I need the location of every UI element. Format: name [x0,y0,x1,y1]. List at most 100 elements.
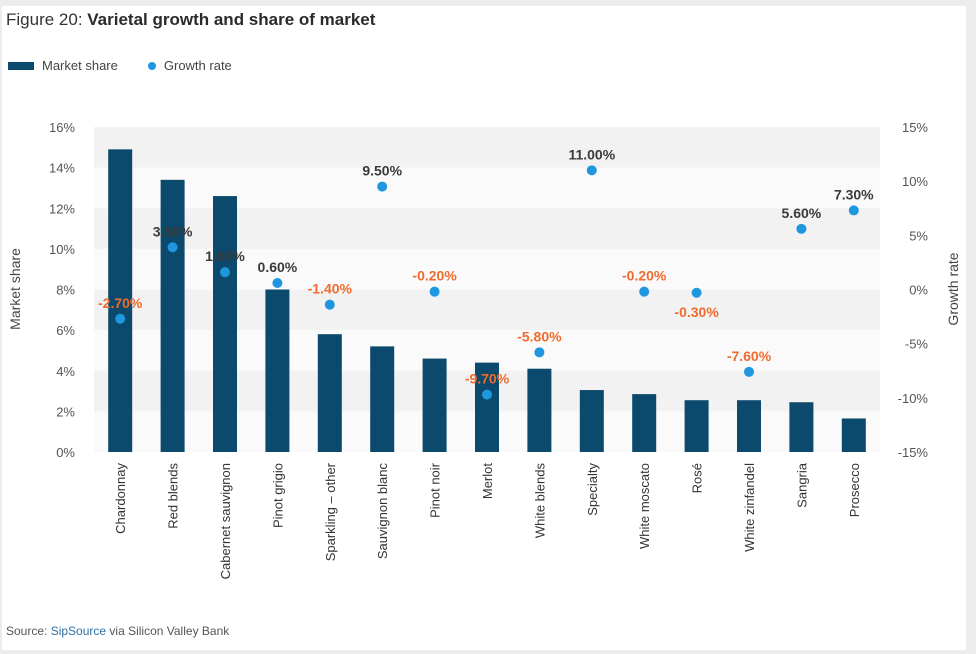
legend-bar-swatch [8,61,34,70]
category-label: White zinfandel [742,463,757,552]
growth-labels: -2.70% 3.90% 1.60% 0.60% -1.40% 9.50% -0.20% -9… [98,146,874,386]
growth-data-label: 5.60% [782,205,822,221]
growth-data-label: 0.60% [258,259,298,275]
growth-dot [639,286,650,297]
category-label: Cabernet sauvignon [218,463,233,579]
right-axis-ticks: -15% -10% -5% 0% 5% 10% 15% [898,120,929,460]
grid-band [94,208,880,249]
left-axis-title: Market share [7,248,23,330]
growth-dot [482,389,492,400]
left-tick-label: 6% [56,323,75,338]
right-tick-label: 10% [902,174,928,189]
growth-dot [377,181,388,192]
growth-data-label: -2.70% [98,295,143,311]
bar-market-share [370,346,395,452]
bar-market-share [213,196,237,452]
growth-dot [167,242,178,253]
bar-market-share [579,390,604,452]
bar-market-share [684,400,709,452]
bar-market-share [265,289,290,452]
left-tick-label: 2% [56,404,75,419]
legend-growth-rate: Growth rate [163,58,232,73]
growth-data-label: -0.20% [622,268,667,284]
legend-market-share: Market share [42,58,118,73]
growth-data-label: 9.50% [362,163,402,179]
right-tick-label: 5% [909,228,928,243]
growth-dot [796,223,807,234]
growth-dot [534,347,545,358]
category-label: Sauvignon blanc [375,463,390,560]
category-label: Chardonnay [113,463,128,534]
right-tick-label: -10% [898,391,929,406]
category-label: Red blends [166,463,181,529]
growth-dots [115,165,859,400]
bar-market-share [317,334,342,452]
growth-dot [691,287,702,298]
left-tick-label: 12% [49,201,75,216]
bar-market-share [475,362,499,452]
right-tick-label: 15% [902,120,928,135]
category-label: Pinot noir [428,462,443,518]
bar-market-share [422,358,447,452]
bars [108,149,866,452]
growth-data-label: -5.80% [517,328,562,344]
bar-market-share [789,402,814,452]
left-tick-label: 8% [56,283,75,298]
source-link[interactable]: SipSource [50,624,107,638]
growth-data-label: 3.90% [153,223,193,239]
source-note: Source: SipSource via Silicon Valley Ban… [6,624,229,638]
category-label: White moscato [637,463,652,549]
left-axis-ticks: 0% 2% 4% 6% 8% 10% 12% 14% 16% [49,120,75,460]
category-label: White blends [532,463,547,539]
figure-title-text: Varietal growth and share of market [87,10,376,29]
category-labels: Chardonnay Red blends Cabernet sauvignon Pi… [113,462,862,579]
growth-dot [115,313,126,324]
growth-data-label: 7.30% [834,186,874,202]
growth-dot [848,205,859,216]
left-tick-label: 14% [49,161,75,176]
source-suffix: via Silicon Valley Bank [106,624,230,638]
growth-dot [744,366,754,377]
category-label: Prosecco [847,463,862,517]
growth-data-label: -7.60% [727,348,772,364]
left-tick-label: 16% [49,120,75,135]
legend-dot-swatch [147,61,156,70]
growth-data-label: 1.60% [205,248,245,264]
grid-band [94,289,880,331]
growth-data-label: -0.20% [412,268,457,284]
legend: Market share Growth rate [8,58,232,73]
growth-dot [429,286,440,297]
bar-market-share [108,149,133,452]
category-label: Merlot [480,463,495,500]
bar-market-share [160,179,185,452]
figure-title: Figure 20: Varietal growth and share of … [6,10,375,30]
grid-band [94,167,880,209]
category-label: Specialty [585,463,600,516]
bar-market-share [527,368,552,452]
growth-data-label: -1.40% [308,281,353,297]
right-tick-label: -15% [898,445,929,460]
category-label: Pinot grigio [270,463,285,528]
bar-market-share [737,400,761,452]
source-prefix: Source: [6,624,51,638]
left-tick-label: 4% [56,364,75,379]
bar-market-share [841,418,866,452]
growth-dot [324,299,335,310]
left-tick-label: 10% [49,242,75,257]
left-tick-label: 0% [56,445,75,460]
growth-dot [220,267,230,278]
right-tick-label: 0% [909,283,928,298]
right-axis-title: Growth rate [945,252,961,325]
bar-market-share [632,394,657,452]
category-label: Sangria [794,462,809,508]
right-tick-label: -5% [905,337,929,352]
category-label: Sparkling – other [323,462,338,561]
growth-dot [272,278,283,288]
growth-data-label: -9.70% [465,371,510,387]
growth-data-label: 11.00% [568,146,615,162]
figure-number: Figure 20: [6,10,88,29]
growth-dot [586,165,597,176]
grid-band [94,127,880,168]
growth-data-label: -0.30% [674,304,719,320]
